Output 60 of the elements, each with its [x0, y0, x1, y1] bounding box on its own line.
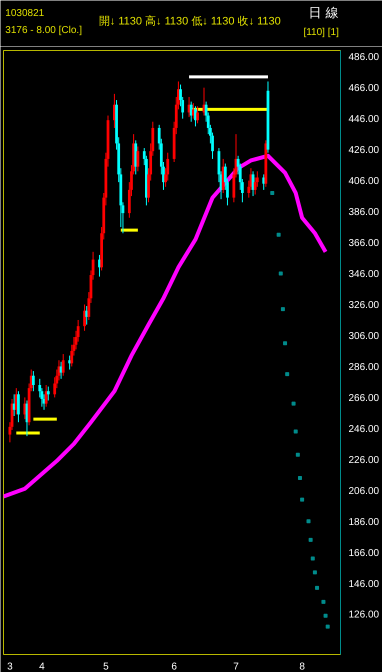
point: [308, 538, 313, 542]
point: [312, 570, 317, 574]
x-tick-label: 7: [233, 662, 240, 672]
point: [300, 498, 304, 502]
x-tick-label: 3: [7, 662, 14, 672]
text: [110] [1]: [303, 27, 340, 38]
candlestick: [188, 96, 190, 118]
y-tick-label: 346.00: [348, 269, 380, 280]
point: [276, 232, 281, 237]
y-tick-label: 446.00: [348, 114, 380, 126]
y-tick-label: 146.00: [348, 578, 380, 590]
candlestick: [196, 106, 199, 124]
point: [326, 624, 330, 629]
y-tick-label: 406.00: [348, 176, 380, 188]
point: [270, 190, 274, 195]
y-tick-label: 326.00: [348, 300, 380, 311]
point: [294, 429, 298, 434]
point: [292, 402, 296, 406]
candlestick: [252, 170, 254, 197]
y-tick-label: 486.00: [348, 52, 380, 64]
candlestick: [17, 390, 20, 423]
candlestick: [46, 386, 50, 402]
candlestick: [68, 355, 72, 370]
text: 1030821: [5, 8, 45, 19]
text: 日 線: [308, 5, 338, 20]
x-tick-label: 8: [299, 662, 306, 672]
x-tick-label: 4: [39, 662, 46, 672]
y-tick-label: 246.00: [348, 424, 380, 435]
point: [310, 556, 315, 560]
y-tick-label: 286.00: [348, 362, 380, 373]
point: [315, 586, 320, 590]
y-tick-label: 366.00: [348, 238, 380, 250]
candlestick: [136, 146, 140, 172]
y-tick-label: 226.00: [348, 454, 380, 466]
y-tick-label: 386.00: [348, 207, 380, 218]
point: [283, 341, 288, 346]
x-tick-label: 6: [171, 662, 178, 672]
y-tick-label: 266.00: [348, 392, 380, 404]
y-tick-label: 126.00: [348, 610, 380, 621]
x-tick-label: 5: [103, 662, 110, 672]
point: [321, 600, 326, 604]
point: [298, 476, 302, 480]
point: [296, 452, 300, 457]
y-tick-label: 166.00: [348, 548, 380, 559]
y-tick-label: 466.00: [348, 83, 380, 94]
point: [278, 272, 283, 276]
candlestick: [32, 370, 35, 392]
point: [285, 372, 290, 376]
text: 開↓ 1130 高↓ 1130 低↓ 1130 收↓ 1130: [98, 14, 281, 28]
text: 3176 - 8.00 [Clo.]: [5, 25, 82, 36]
point: [306, 519, 311, 524]
candlestick: [62, 354, 65, 376]
y-tick-label: 426.00: [348, 145, 380, 156]
y-tick-label: 306.00: [348, 330, 380, 342]
y-tick-label: 186.00: [348, 516, 380, 528]
point: [324, 614, 328, 618]
y-tick-label: 206.00: [348, 486, 380, 497]
point: [280, 307, 285, 312]
candlestick: [83, 304, 86, 332]
line-series: [4, 154, 328, 499]
